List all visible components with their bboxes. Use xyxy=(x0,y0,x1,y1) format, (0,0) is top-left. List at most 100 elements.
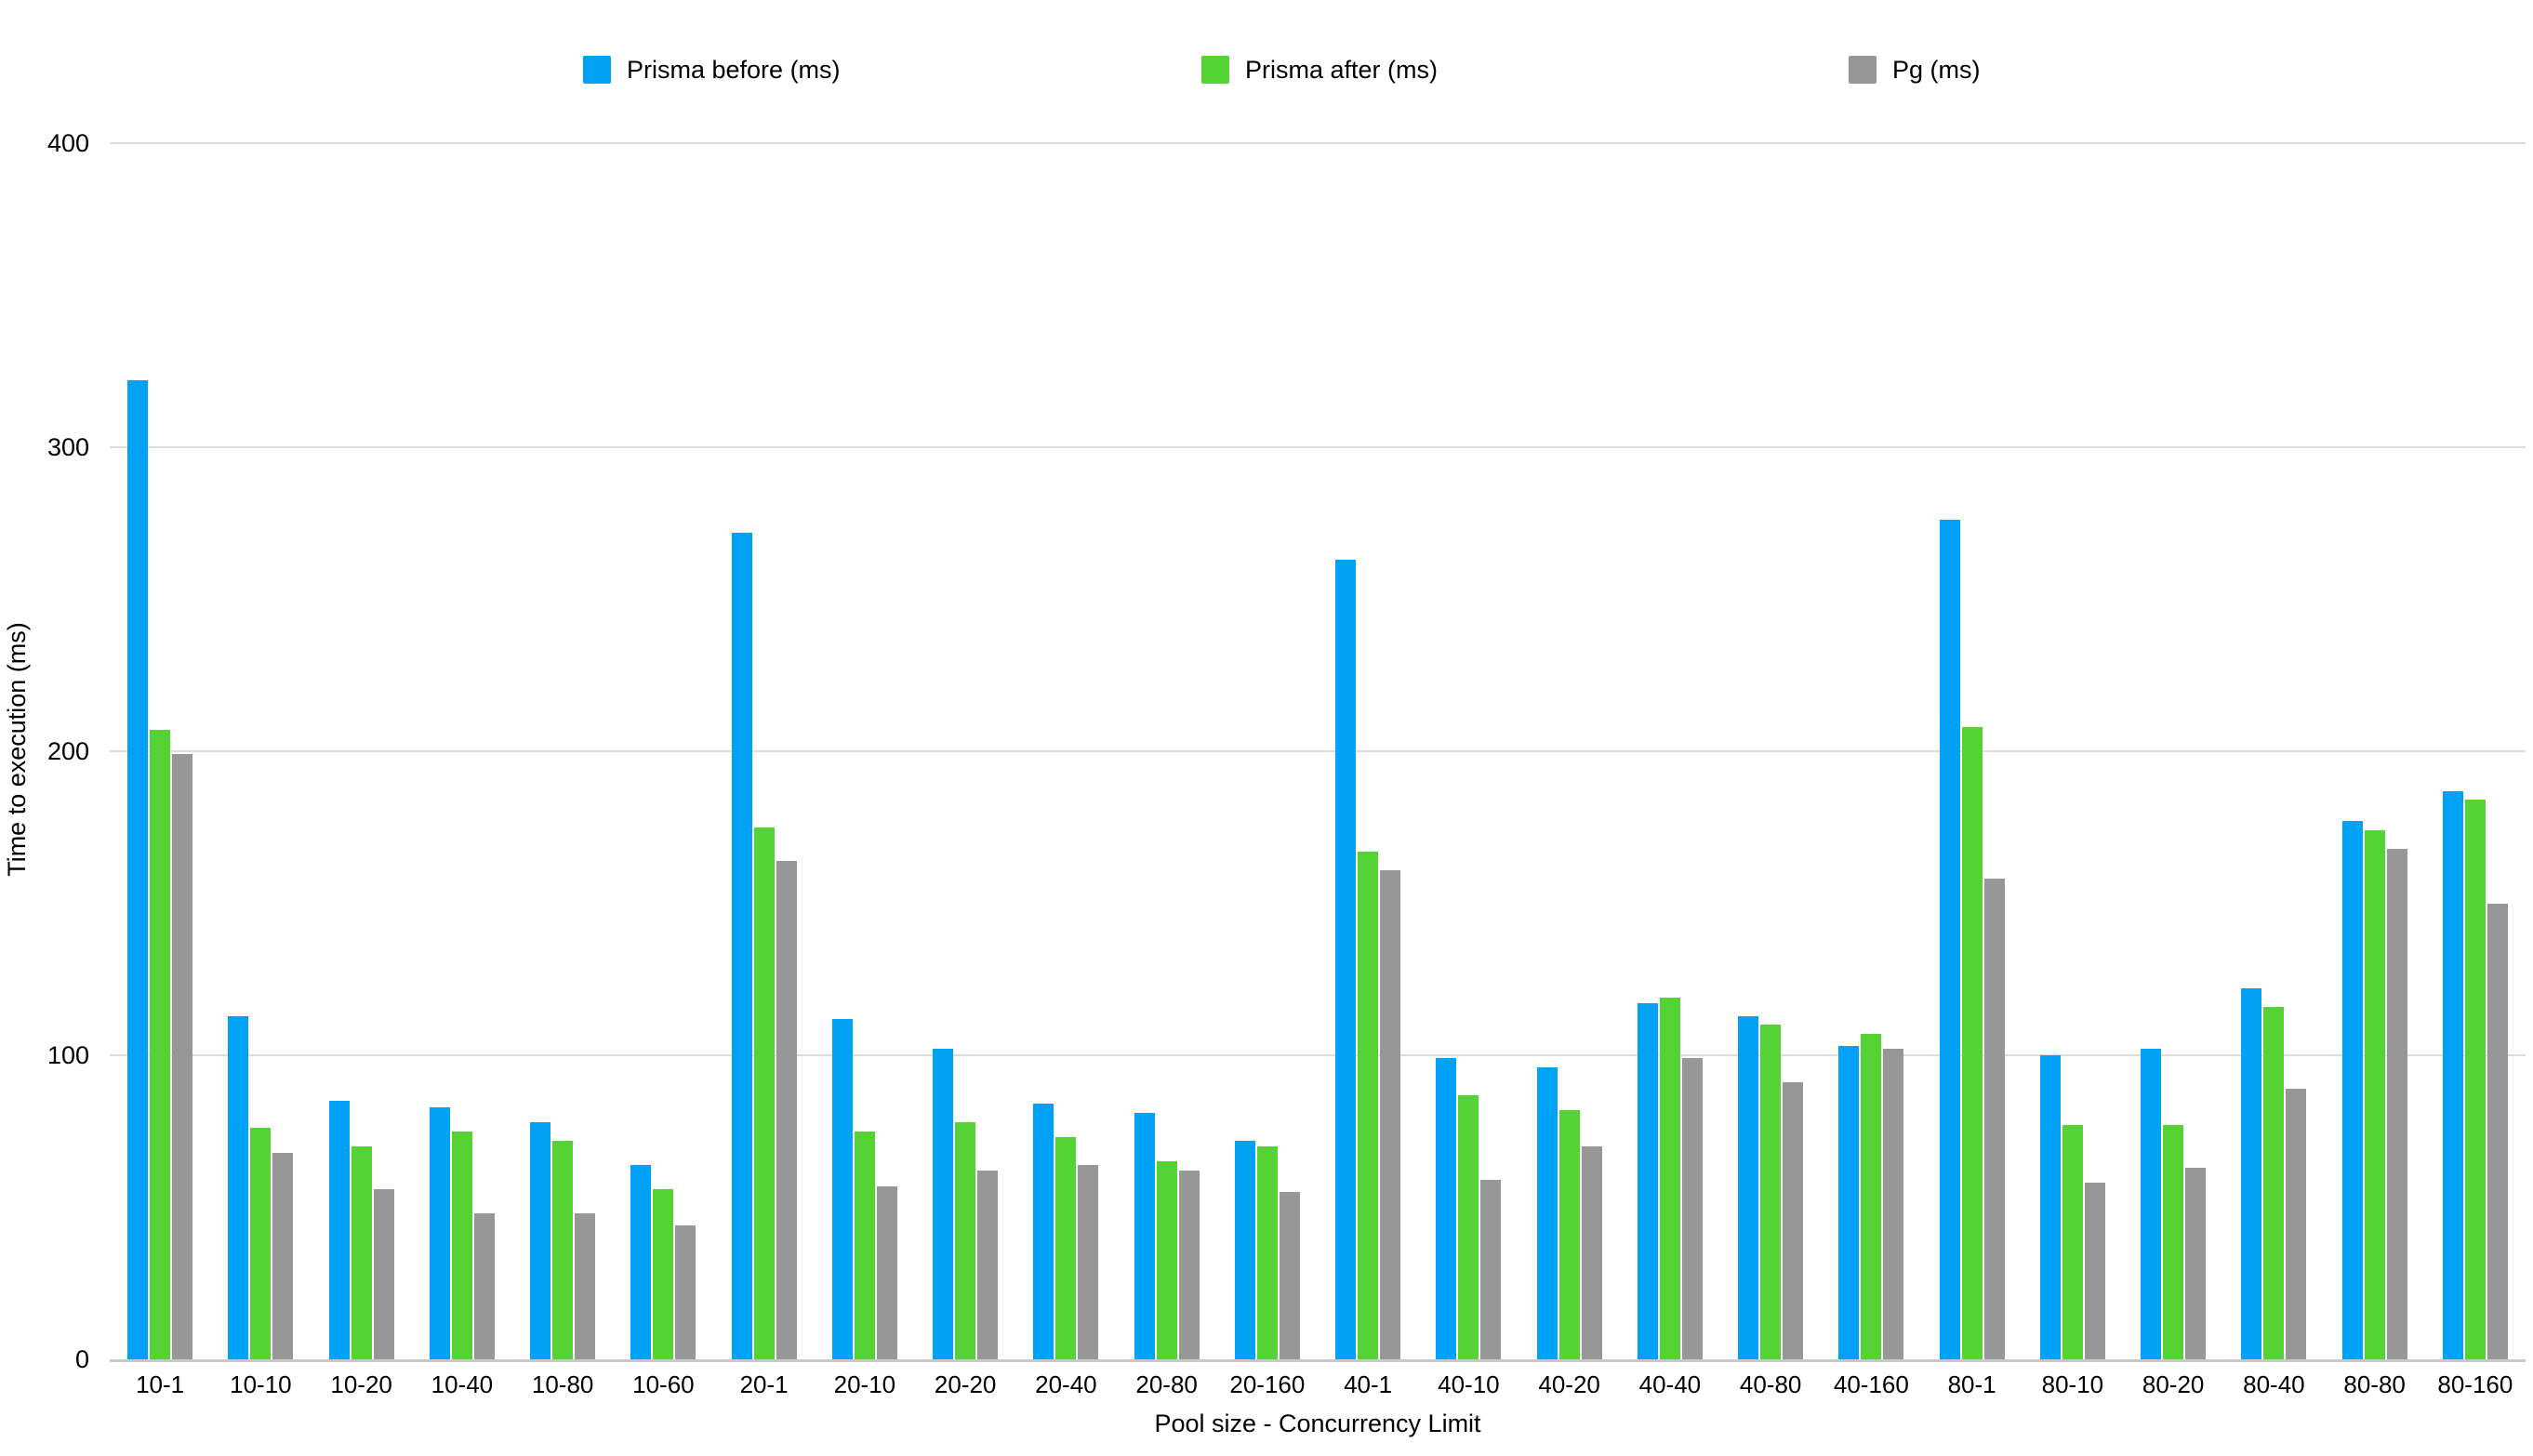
bar-prisma-before-20-40 xyxy=(1033,1104,1054,1359)
bar-group-80-80 xyxy=(2325,143,2425,1359)
x-tick-label-10-60: 10-60 xyxy=(632,1370,695,1398)
bar-pg-40-1 xyxy=(1380,869,1401,1359)
bar-group-40-20 xyxy=(1519,143,1620,1359)
bar-pg-20-1 xyxy=(776,860,797,1359)
x-tick-label-80-20: 80-20 xyxy=(2142,1370,2205,1398)
bar-pg-40-20 xyxy=(1581,1146,1602,1359)
bar-prisma-after-80-160 xyxy=(2464,800,2486,1359)
x-tick-label-20-40: 20-40 xyxy=(1035,1370,1097,1398)
bar-prisma-before-40-80 xyxy=(1738,1015,1759,1359)
x-tick-label-20-1: 20-1 xyxy=(739,1370,789,1398)
bar-prisma-after-40-1 xyxy=(1358,851,1379,1359)
bar-pg-10-80 xyxy=(575,1213,596,1359)
bar-pg-80-20 xyxy=(2185,1168,2207,1359)
legend-item: Prisma before (ms) xyxy=(583,54,841,86)
bar-prisma-after-40-20 xyxy=(1558,1109,1580,1359)
bar-prisma-after-80-10 xyxy=(2062,1125,2083,1359)
bar-prisma-after-20-80 xyxy=(1156,1161,1177,1359)
bar-pg-40-40 xyxy=(1681,1058,1703,1359)
x-tick-label-40-40: 40-40 xyxy=(1638,1370,1702,1398)
bar-prisma-before-20-160 xyxy=(1234,1140,1255,1359)
gridline xyxy=(110,446,2526,448)
bar-group-20-160 xyxy=(1217,143,1318,1359)
bar-prisma-after-10-80 xyxy=(552,1140,574,1359)
y-tick-label: 400 xyxy=(46,129,89,157)
legend-label: Prisma after (ms) xyxy=(1245,56,1439,84)
x-tick-label-10-1: 10-1 xyxy=(136,1370,185,1398)
x-tick-label-20-10: 20-10 xyxy=(833,1370,896,1398)
bar-prisma-after-20-40 xyxy=(1055,1137,1077,1359)
x-axis-tick-labels: 10-1 10-10 10-20 10-40 10-80 10-60 20-1 20-10 20… xyxy=(110,1370,2526,1399)
bar-prisma-before-10-60 xyxy=(630,1164,652,1359)
bar-group-40-160 xyxy=(1821,143,1921,1359)
bar-pg-20-40 xyxy=(1078,1164,1099,1359)
bar-group-10-10 xyxy=(210,143,311,1359)
x-tick-label-80-10: 80-10 xyxy=(2041,1370,2104,1398)
x-tick-label-40-1: 40-1 xyxy=(1344,1370,1393,1398)
bar-prisma-before-10-20 xyxy=(328,1101,350,1359)
x-tick-label-40-20: 40-20 xyxy=(1538,1370,1600,1398)
x-tick-label-20-80: 20-80 xyxy=(1135,1370,1198,1398)
gridline xyxy=(110,1054,2526,1056)
bar-prisma-before-20-20 xyxy=(933,1049,954,1359)
x-tick-label-80-160: 80-160 xyxy=(2437,1370,2513,1398)
bar-pg-10-60 xyxy=(675,1225,696,1359)
x-tick-label-40-160: 40-160 xyxy=(1833,1370,1909,1398)
bar-pg-80-40 xyxy=(2286,1088,2307,1359)
bar-group-10-20 xyxy=(312,143,412,1359)
bar-group-40-80 xyxy=(1720,143,1821,1359)
bar-prisma-before-10-80 xyxy=(530,1121,551,1359)
bar-prisma-before-20-80 xyxy=(1134,1113,1155,1359)
y-tick-label: 200 xyxy=(46,737,89,765)
bar-prisma-before-40-40 xyxy=(1637,1003,1658,1359)
bar-prisma-after-80-80 xyxy=(2364,830,2385,1359)
legend: Prisma before (ms) Prisma after (ms) Pg (m… xyxy=(0,54,2533,91)
bar-group-20-20 xyxy=(915,143,1015,1359)
plot-area xyxy=(110,142,2526,1362)
y-tick-label: 0 xyxy=(74,1345,89,1373)
bar-prisma-after-20-160 xyxy=(1256,1146,1278,1359)
bar-pg-40-10 xyxy=(1480,1180,1502,1359)
bar-prisma-after-10-60 xyxy=(653,1188,674,1359)
x-axis-title: Pool size - Concurrency Limit xyxy=(1154,1410,1481,1437)
bar-prisma-after-80-1 xyxy=(1961,726,1983,1359)
legend-item: Prisma after (ms) xyxy=(1201,54,1438,86)
x-tick-label-80-40: 80-40 xyxy=(2243,1370,2305,1398)
bar-prisma-after-40-160 xyxy=(1861,1034,1882,1359)
bar-prisma-after-10-10 xyxy=(250,1128,272,1359)
bar-prisma-after-10-20 xyxy=(351,1146,372,1359)
x-tick-label-40-10: 40-10 xyxy=(1438,1370,1500,1398)
x-tick-label-80-1: 80-1 xyxy=(1947,1370,1996,1398)
bar-pg-80-160 xyxy=(2487,903,2508,1359)
x-tick-label-10-80: 10-80 xyxy=(531,1370,594,1398)
bar-prisma-after-20-1 xyxy=(753,827,775,1359)
bar-prisma-after-40-80 xyxy=(1760,1025,1782,1359)
bar-prisma-after-20-20 xyxy=(955,1121,976,1359)
bar-pg-20-160 xyxy=(1279,1192,1300,1359)
legend-swatch-icon xyxy=(1849,56,1877,84)
gridline xyxy=(110,750,2526,752)
bar-prisma-before-80-160 xyxy=(2442,790,2463,1359)
bar-group-80-40 xyxy=(2223,143,2324,1359)
bar-prisma-before-40-160 xyxy=(1838,1046,1860,1359)
bar-pg-40-160 xyxy=(1883,1049,1904,1359)
bar-group-80-20 xyxy=(2123,143,2223,1359)
bar-group-10-1 xyxy=(110,143,210,1359)
bar-prisma-before-80-20 xyxy=(2141,1049,2162,1359)
x-tick-label-10-40: 10-40 xyxy=(431,1370,494,1398)
bar-prisma-before-40-10 xyxy=(1436,1058,1457,1359)
x-tick-label-80-80: 80-80 xyxy=(2343,1370,2406,1398)
bar-group-40-10 xyxy=(1418,143,1518,1359)
bar-prisma-after-40-10 xyxy=(1458,1094,1479,1359)
bar-prisma-before-40-1 xyxy=(1335,560,1357,1359)
bar-pg-80-1 xyxy=(1983,879,2005,1359)
y-tick-label: 300 xyxy=(46,433,89,461)
bar-group-80-1 xyxy=(1922,143,2022,1359)
legend-label: Prisma before (ms) xyxy=(627,56,841,84)
bar-prisma-after-40-40 xyxy=(1659,997,1680,1359)
bar-prisma-after-80-20 xyxy=(2163,1125,2184,1359)
legend-item: Pg (ms) xyxy=(1849,54,1981,86)
gridline xyxy=(110,142,2526,144)
bar-pg-10-20 xyxy=(373,1188,394,1359)
bar-group-10-80 xyxy=(512,143,613,1359)
